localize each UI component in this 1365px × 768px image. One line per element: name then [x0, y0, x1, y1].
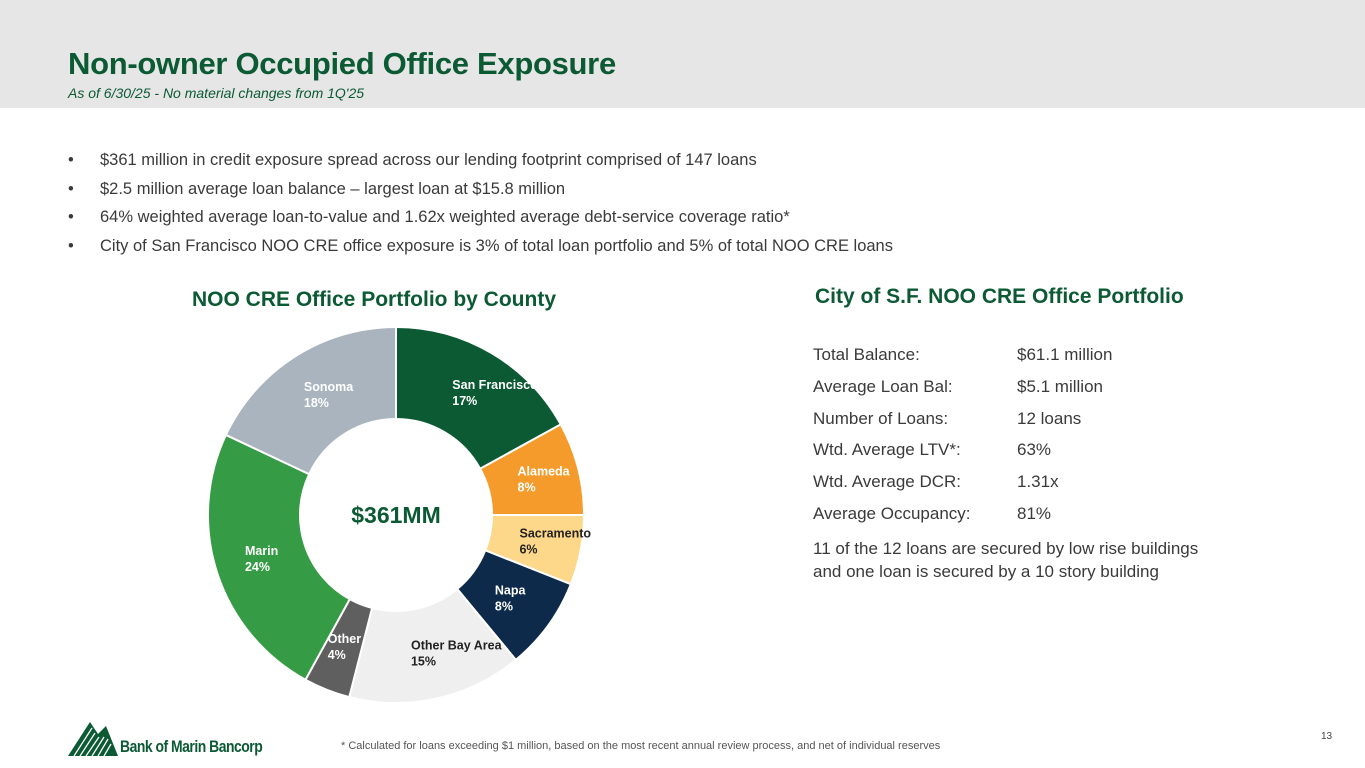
slice-label: Sonoma 18%	[304, 380, 354, 410]
bullet-item: • $2.5 million average loan balance – lar…	[68, 177, 1068, 206]
page-title: Non-owner Occupied Office Exposure	[68, 46, 616, 81]
stat-value: $61.1 million	[1017, 345, 1113, 364]
slice-other-bay-area	[348, 587, 518, 704]
stat-label: Average Loan Bal:	[813, 376, 953, 396]
stat-value: 12 loans	[1017, 408, 1082, 428]
bullet-text: City of San Francisco NOO CRE office exp…	[100, 236, 893, 255]
sf-stats-table: Total Balance: $61.1 million Average Loan…	[813, 345, 1112, 536]
bank-logo-text: Bank of Marin Bancorp	[120, 737, 263, 756]
sf-portfolio-title: City of S.F. NOO CRE Office Portfolio	[815, 285, 1184, 308]
bullet-dot: •	[68, 236, 74, 255]
chart-title: NOO CRE Office Portfolio by County	[192, 288, 557, 311]
page-number: 13	[1321, 731, 1333, 742]
stat-row: Average Loan Bal: $5.1 million	[813, 377, 1112, 409]
stat-row: Wtd. Average DCR: 1.31x	[813, 472, 1112, 504]
slice-label: San Francisco 17%	[452, 378, 538, 408]
page-subtitle: As of 6/30/25 - No material changes from…	[68, 85, 365, 101]
bank-logo: Bank of Marin Bancorp	[68, 720, 293, 756]
slice-label: Other Bay Area 15%	[411, 639, 503, 669]
stat-value: $5.1 million	[1017, 376, 1103, 396]
slice-san-francisco	[395, 325, 563, 471]
bullet-text: $361 million in credit exposure spread a…	[100, 151, 757, 169]
slice-marin	[207, 433, 352, 682]
bullet-list: • $361 million in credit exposure spread …	[68, 148, 1068, 262]
bullet-item: • 64% weighted average loan-to-value and …	[68, 205, 1068, 234]
slice-label: Marin 24%	[245, 544, 278, 574]
slice-alameda	[478, 423, 586, 516]
bullet-text: 64% weighted average loan-to-value and 1…	[100, 208, 790, 226]
stat-row: Average Occupancy: 81%	[813, 504, 1112, 536]
stat-label: Average Occupancy:	[813, 503, 971, 523]
header-band	[0, 0, 1365, 108]
bullet-dot: •	[68, 151, 74, 169]
bullet-dot: •	[68, 208, 74, 226]
slice-label: Alameda 8%	[518, 465, 571, 495]
slice-other	[304, 597, 374, 699]
stat-value: 1.31x	[1017, 472, 1059, 492]
bullet-item: • City of San Francisco NOO CRE office ex…	[68, 234, 1068, 263]
stat-label: Number of Loans:	[813, 408, 949, 428]
slice-napa	[455, 549, 573, 662]
slice-sacramento	[483, 514, 586, 586]
bullet-text: $2.5 million average loan balance – larg…	[100, 179, 566, 198]
stat-row: Wtd. Average LTV*: 63%	[813, 440, 1112, 472]
stat-row: Number of Loans: 12 loans	[813, 409, 1112, 441]
slice-label: Other 4%	[328, 632, 361, 662]
stat-label: Wtd. Average DCR:	[813, 472, 962, 492]
stat-label: Total Balance:	[813, 345, 920, 364]
bullet-dot: •	[68, 179, 74, 198]
footnote: * Calculated for loans exceeding $1 mill…	[341, 740, 941, 752]
bullet-item: • $361 million in credit exposure spread …	[68, 148, 1068, 177]
stat-value: 63%	[1017, 440, 1052, 460]
slice-label: Sacramento 6%	[519, 527, 591, 557]
stat-label: Wtd. Average LTV*:	[813, 440, 961, 460]
donut-center-label: $361MM	[351, 502, 440, 528]
sf-portfolio-note: 11 of the 12 loans are secured by low ri…	[813, 539, 1199, 581]
bank-logo-icon	[68, 722, 118, 756]
stat-value: 81%	[1017, 503, 1052, 523]
slice-sonoma	[224, 325, 397, 476]
stat-row: Total Balance: $61.1 million	[813, 345, 1112, 377]
slice-label: Napa 8%	[495, 583, 527, 613]
